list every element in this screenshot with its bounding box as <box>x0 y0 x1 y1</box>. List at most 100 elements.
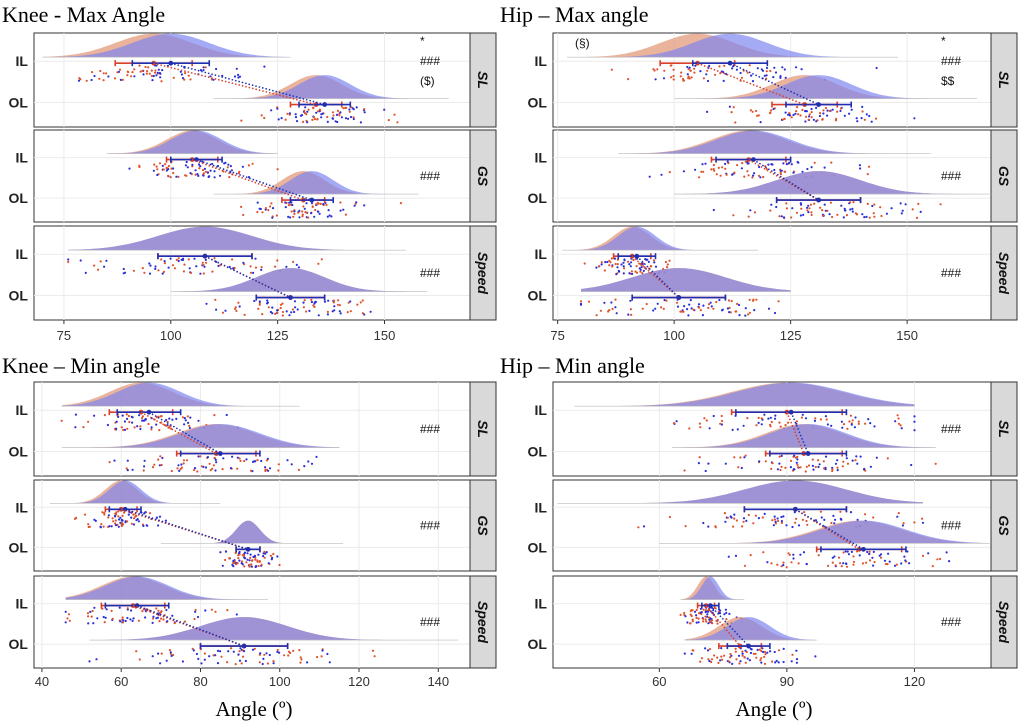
data-point <box>344 213 347 216</box>
data-point <box>653 261 656 264</box>
data-point <box>777 300 780 303</box>
data-point <box>331 111 335 114</box>
data-point <box>830 424 833 427</box>
data-point <box>823 518 826 522</box>
data-point <box>256 201 259 204</box>
data-point <box>713 654 716 657</box>
data-point <box>873 203 876 206</box>
data-point <box>675 301 679 304</box>
data-point <box>810 107 813 111</box>
data-point <box>171 614 174 617</box>
data-point <box>868 114 871 118</box>
data-point <box>117 510 120 513</box>
data-point <box>773 518 777 521</box>
data-point <box>237 557 240 560</box>
data-point <box>291 203 294 207</box>
data-point <box>263 653 266 656</box>
data-point <box>793 454 796 457</box>
connector-blue <box>636 255 680 299</box>
x-tick-label: 150 <box>896 328 918 343</box>
data-point <box>844 550 847 553</box>
data-point <box>724 462 727 465</box>
data-point <box>872 564 875 567</box>
data-point <box>146 524 149 527</box>
data-point <box>290 311 293 314</box>
data-point <box>861 110 864 113</box>
data-point <box>762 551 765 554</box>
data-point <box>808 113 811 116</box>
connector-orange <box>786 411 805 454</box>
data-point <box>711 622 714 625</box>
data-point <box>348 110 351 113</box>
data-point <box>885 212 889 215</box>
data-point <box>776 468 780 471</box>
data-point <box>682 170 686 173</box>
data-point <box>315 111 318 114</box>
x-tick-label: 125 <box>780 328 802 343</box>
data-point <box>731 67 734 70</box>
data-point <box>175 175 178 178</box>
data-point <box>738 662 741 665</box>
data-point <box>243 650 246 653</box>
data-point <box>326 115 329 119</box>
data-point <box>710 619 714 622</box>
data-point <box>172 167 175 170</box>
data-point <box>812 118 816 121</box>
data-point <box>790 116 793 119</box>
data-point <box>89 610 92 614</box>
data-point <box>777 649 781 652</box>
data-point <box>839 510 842 513</box>
data-point <box>758 648 761 651</box>
data-point <box>202 66 205 69</box>
data-point <box>704 615 707 618</box>
data-point <box>373 655 376 658</box>
data-point <box>913 415 916 418</box>
data-point <box>144 65 147 69</box>
strip-label-gs: GS <box>475 515 491 536</box>
significance-annotation: ### <box>420 169 440 183</box>
data-point <box>699 309 702 312</box>
data-point <box>948 560 951 563</box>
data-point <box>779 75 782 78</box>
data-point <box>258 300 261 303</box>
data-point <box>904 559 907 562</box>
data-point <box>93 264 96 267</box>
data-point <box>778 215 781 218</box>
data-point <box>236 467 239 470</box>
data-point <box>218 174 222 177</box>
data-point <box>166 620 169 623</box>
data-point <box>300 658 303 661</box>
data-point <box>780 565 783 568</box>
data-point <box>160 415 163 418</box>
data-point <box>202 272 205 275</box>
data-point <box>723 64 726 67</box>
data-point <box>158 162 162 165</box>
data-point <box>717 166 720 169</box>
row-label-il: IL <box>535 596 548 612</box>
data-point <box>761 516 764 519</box>
data-point <box>740 466 743 470</box>
data-point <box>326 120 329 123</box>
data-point <box>853 426 857 429</box>
data-point <box>294 116 298 119</box>
data-point <box>138 658 141 661</box>
data-point <box>691 609 694 612</box>
significance-annotation: ### <box>420 422 440 436</box>
strip-box <box>990 479 1018 572</box>
mean-point-blue <box>861 546 866 552</box>
data-point <box>181 77 185 80</box>
data-point <box>729 652 732 656</box>
data-point <box>776 517 779 520</box>
data-point <box>725 173 728 176</box>
data-point <box>746 71 749 74</box>
data-point <box>804 417 808 420</box>
data-point <box>780 515 783 519</box>
data-point <box>148 272 152 275</box>
data-point <box>770 163 773 166</box>
data-point <box>704 618 707 621</box>
data-point <box>330 215 333 218</box>
data-point <box>722 71 725 74</box>
data-point <box>249 556 252 560</box>
data-point <box>879 553 883 556</box>
